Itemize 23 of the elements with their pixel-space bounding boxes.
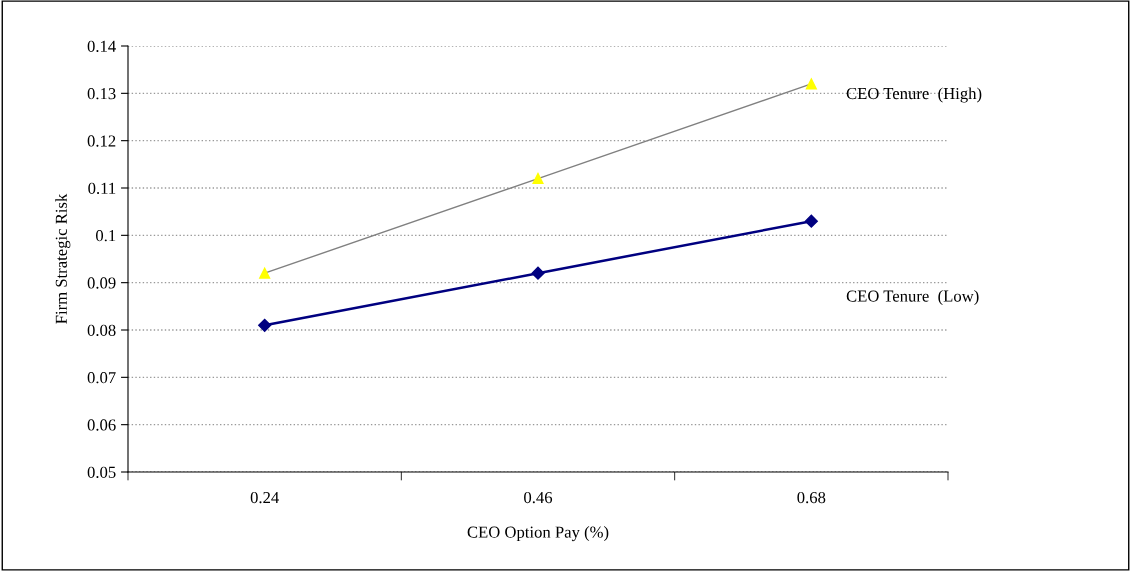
y-tick-label: 0.12 <box>87 135 116 147</box>
y-tick-label: 0.13 <box>87 88 116 100</box>
y-tick-label: 0.11 <box>88 182 116 195</box>
point <box>258 318 272 332</box>
text: CEO Tenure (Low) <box>846 289 979 306</box>
y-tick-label: 0.06 <box>87 419 116 431</box>
y-tick-label: 0.09 <box>87 277 116 289</box>
point <box>805 78 817 90</box>
point <box>531 266 545 280</box>
y-tick-label: 0.07 <box>87 372 116 384</box>
x-axis-title: CEO Option Pay (%) <box>467 526 609 542</box>
point <box>259 267 271 279</box>
point <box>532 172 544 185</box>
y-tick-label: 0.14 <box>87 40 116 53</box>
series-label: CEO Tenure (High) <box>846 87 982 103</box>
y-tick-label: 0.05 <box>87 466 116 479</box>
x-tick-label: 0.46 <box>524 491 553 504</box>
x-tick-label: 0.68 <box>797 491 826 504</box>
x-tick-label: 0.24 <box>250 491 279 504</box>
y-tick-label: 0.1 <box>96 230 116 242</box>
point <box>804 214 818 228</box>
y-tick-label: 0.08 <box>87 324 116 337</box>
y-axis-title: Firm Strategic Risk <box>55 193 71 324</box>
